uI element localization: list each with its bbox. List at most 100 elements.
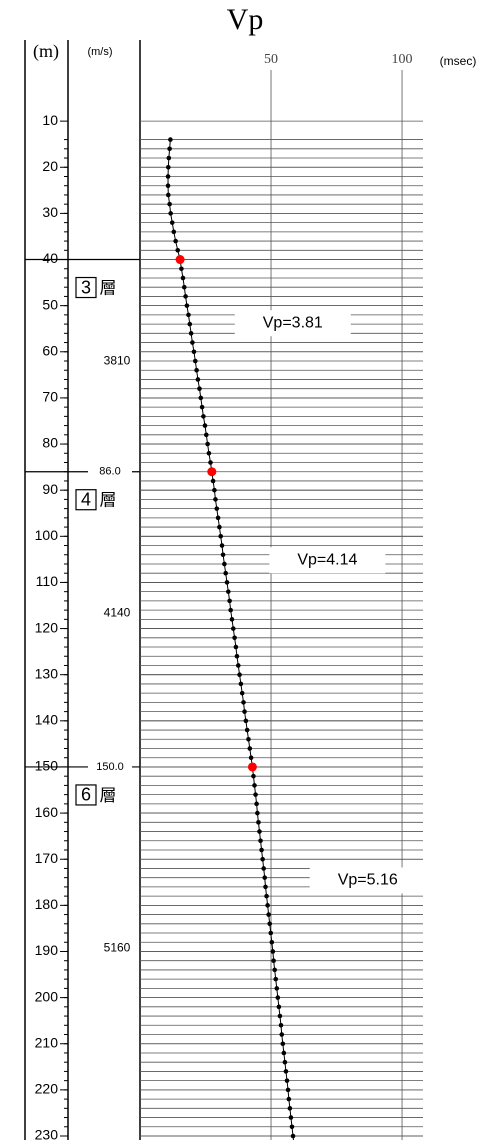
data-point	[224, 580, 230, 585]
data-point	[281, 1050, 287, 1056]
data-point	[181, 284, 187, 290]
data-point	[228, 607, 233, 613]
data-point	[213, 497, 218, 502]
y-tick-label: 90	[42, 481, 58, 497]
data-point	[234, 653, 240, 659]
data-point	[175, 247, 181, 253]
y-tick-label: 190	[35, 942, 59, 958]
y-tick-label: 80	[42, 435, 58, 451]
data-point	[167, 201, 172, 207]
data-point	[191, 349, 197, 355]
data-point	[166, 155, 172, 161]
data-point	[282, 1059, 288, 1065]
data-point	[259, 847, 264, 853]
data-point	[173, 238, 178, 244]
boundary-point	[175, 255, 185, 265]
data-point	[287, 1106, 293, 1111]
data-point	[192, 358, 198, 364]
boundary-label-bg	[88, 1138, 132, 1140]
data-point	[277, 1013, 283, 1019]
data-point	[290, 1133, 296, 1139]
y-tick-label: 40	[42, 250, 58, 266]
data-point	[266, 912, 271, 917]
data-point	[217, 524, 222, 530]
data-point	[168, 137, 173, 142]
data-point	[206, 450, 212, 456]
data-point	[243, 718, 249, 724]
y-tick-label: 100	[35, 527, 59, 543]
data-point	[274, 986, 280, 991]
layer-box	[75, 489, 97, 511]
layer-box	[75, 276, 97, 299]
x-axis-label: (msec)	[440, 54, 477, 68]
data-point	[168, 211, 173, 216]
data-point	[190, 340, 195, 345]
velocity-label: (m/s)	[87, 46, 112, 58]
y-tick-label: 110	[36, 573, 59, 589]
data-point	[263, 884, 268, 890]
y-tick-label: 70	[42, 389, 58, 405]
data-point	[267, 921, 273, 927]
data-point	[198, 395, 204, 401]
layer-suffix: 層	[100, 491, 117, 511]
data-point	[260, 856, 265, 862]
data-point	[205, 441, 210, 447]
annotation: Vp=3.81	[263, 314, 323, 331]
boundary-label-bg	[88, 464, 132, 479]
data-point	[235, 663, 241, 668]
data-point	[247, 746, 253, 751]
data-point	[253, 792, 258, 797]
data-point	[262, 875, 268, 880]
data-point	[195, 377, 201, 382]
layer-suffix: 層	[100, 279, 117, 299]
data-point	[280, 1041, 286, 1047]
data-point	[256, 820, 261, 825]
data-point	[203, 432, 209, 438]
velocity-label: 4140	[104, 606, 131, 620]
y-tick-label: 60	[42, 342, 58, 358]
data-point	[264, 893, 269, 899]
y-tick-label: 180	[35, 896, 59, 912]
chart-title: Vp	[227, 3, 264, 36]
y-tick-label: 220	[35, 1081, 59, 1097]
data-point	[239, 690, 245, 696]
y-tick-label: 170	[35, 850, 59, 866]
data-point	[194, 367, 199, 373]
y-tick-label: 140	[35, 712, 59, 728]
data-point	[201, 414, 206, 419]
data-point	[286, 1096, 292, 1102]
data-point	[169, 220, 175, 225]
data-point	[199, 404, 205, 410]
y-tick-label: 130	[35, 665, 59, 681]
annotation: Vp=5.16	[338, 872, 398, 889]
y-tick-label: 120	[35, 619, 59, 635]
data-point	[226, 589, 231, 594]
annotation-bg	[269, 547, 386, 574]
layer-number: 4	[81, 489, 91, 509]
boundary-label-bg	[88, 759, 132, 774]
data-point	[218, 534, 224, 539]
data-point	[167, 146, 172, 152]
data-point	[212, 487, 217, 493]
data-point	[179, 266, 184, 272]
data-point	[269, 939, 275, 945]
data-point	[215, 515, 221, 521]
layer-number: 6	[81, 785, 91, 805]
x-tick-label: 100	[392, 52, 413, 67]
data-point	[187, 321, 193, 327]
data-point	[289, 1124, 295, 1130]
layer-number: 3	[81, 277, 91, 297]
data-point	[270, 949, 276, 954]
boundary-label: 150.0	[96, 761, 124, 773]
data-point	[246, 736, 251, 742]
data-point	[279, 1032, 285, 1037]
data-point	[252, 783, 257, 788]
annotation-bg	[234, 310, 351, 337]
data-point	[241, 700, 246, 705]
data-point	[285, 1087, 291, 1093]
data-point	[272, 967, 277, 973]
y-tick-label: 150	[35, 758, 59, 774]
data-point	[180, 275, 186, 281]
layer-box	[75, 784, 97, 806]
data-point	[222, 561, 227, 567]
